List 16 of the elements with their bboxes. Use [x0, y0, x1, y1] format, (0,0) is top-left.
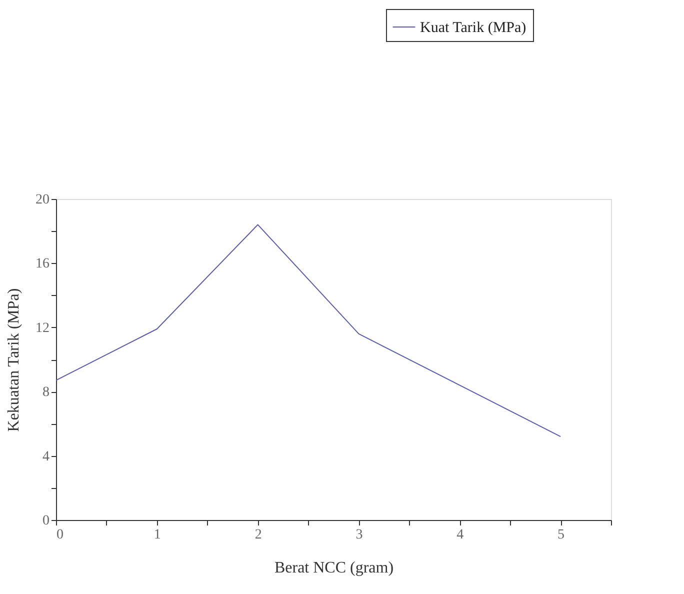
y-tick-label: 20: [36, 192, 50, 208]
x-tick-label: 2: [254, 528, 262, 542]
y-tick-label: 8: [42, 385, 50, 400]
y-tick-label: 4: [42, 449, 50, 464]
x-tick-label: 0: [56, 528, 64, 542]
x-axis-title: Berat NCC (gram): [274, 560, 394, 576]
y-tick-label: 12: [36, 320, 50, 336]
x-tick-label: 1: [154, 528, 161, 542]
x-tick-label: 3: [356, 528, 363, 542]
y-tick-label: 0: [42, 514, 50, 528]
line-series: [56, 224, 562, 438]
y-tick-label: 16: [36, 256, 50, 272]
x-tick-label: 4: [456, 528, 464, 542]
y-axis-title: Kekuatan Tarik (MPa): [6, 288, 22, 432]
legend-label: Kuat Tarik (MPa): [420, 20, 526, 36]
x-tick-label: 5: [558, 528, 565, 542]
